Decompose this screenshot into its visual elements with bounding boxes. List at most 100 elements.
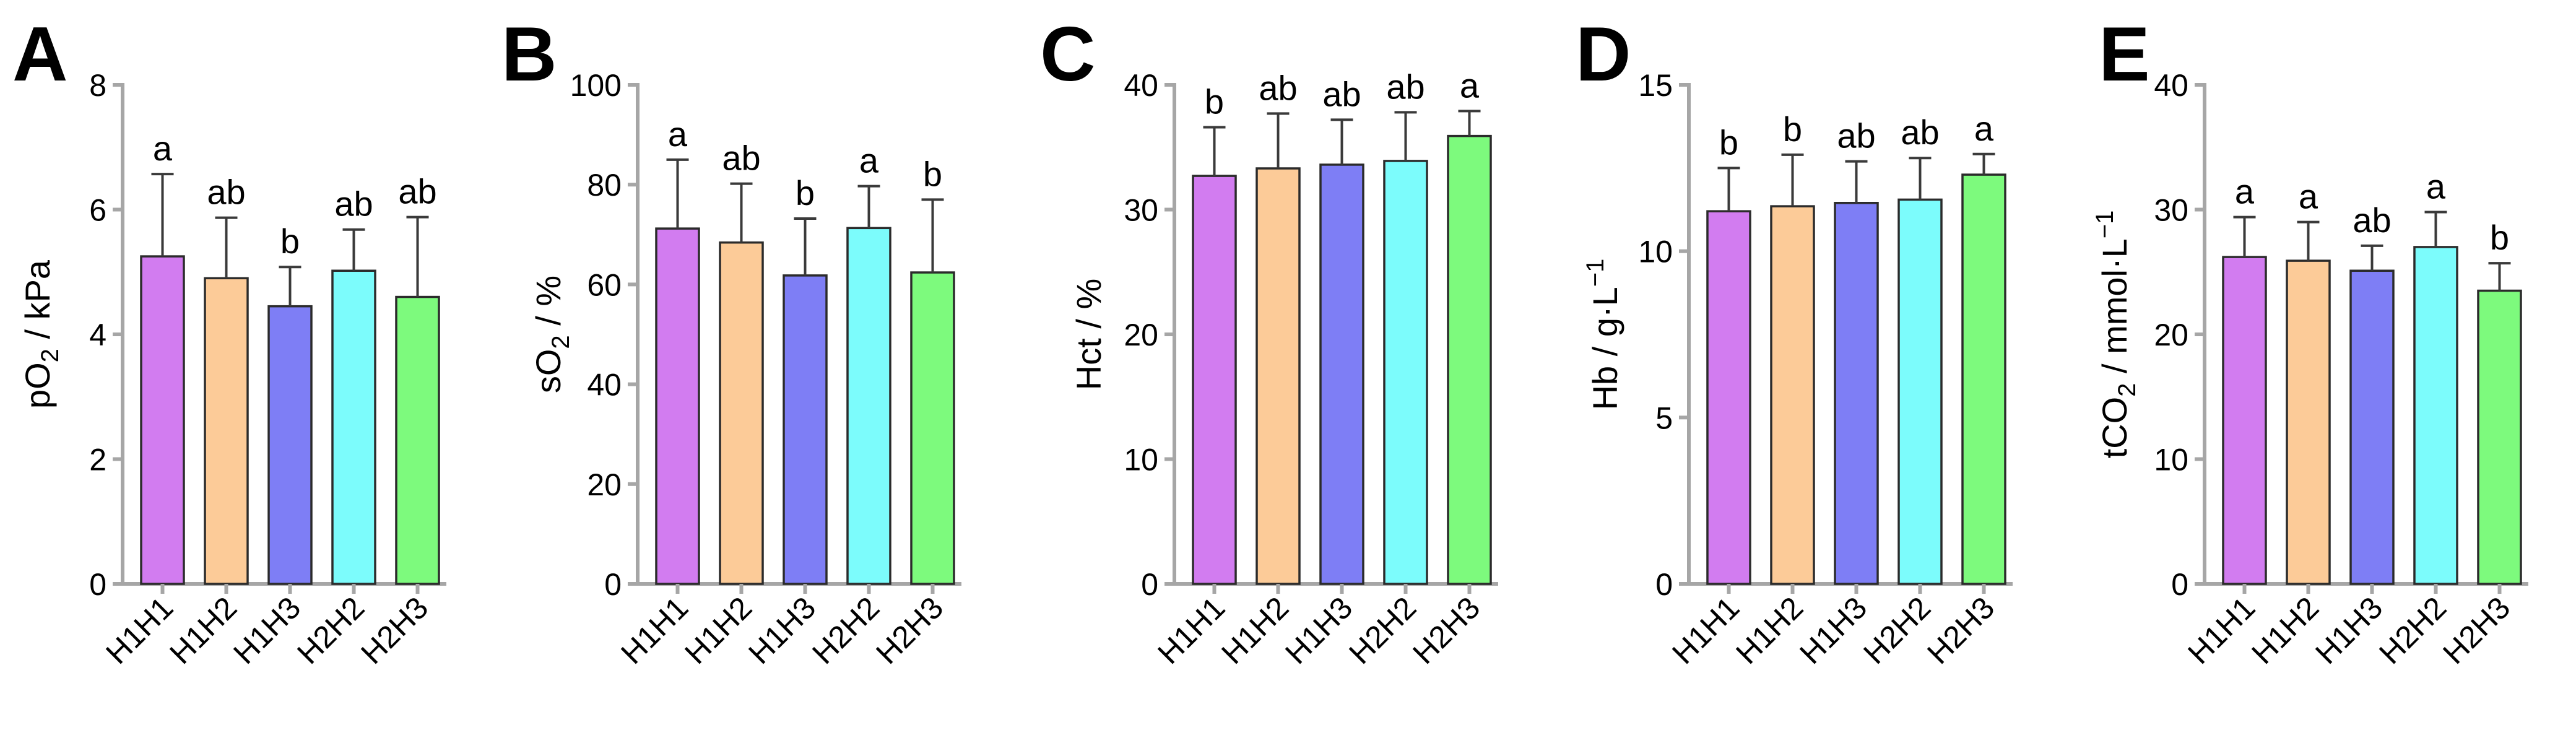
y-tick-label: 100 — [570, 68, 622, 103]
y-tick-label: 30 — [2154, 193, 2188, 228]
y-tick-label: 0 — [604, 567, 622, 602]
x-tick-label: H1H2 — [1729, 590, 1810, 671]
x-tick-label: H1H1 — [2181, 590, 2262, 671]
bar-h2h3 — [1447, 134, 1492, 585]
bar-h2h2 — [331, 269, 376, 585]
bar-h1h3 — [267, 305, 313, 585]
significance-letter: b — [2490, 218, 2509, 257]
significance-letter: a — [1460, 66, 1480, 105]
x-tick-label: H2H2 — [290, 590, 371, 671]
bar-h1h3 — [1834, 202, 1879, 585]
x-tick-label: H1H2 — [1215, 590, 1295, 671]
panel-letter: B — [501, 12, 557, 97]
x-tick-label: H1H1 — [1151, 590, 1231, 671]
x-tick-label: H1H3 — [227, 590, 307, 671]
x-tick-label: H1H3 — [1278, 590, 1359, 671]
y-tick-label: 10 — [1638, 235, 1673, 269]
y-tick-label: 20 — [2154, 318, 2188, 352]
x-tick-label: H1H2 — [2245, 590, 2325, 671]
x-tick-label: H1H1 — [614, 590, 695, 671]
y-tick-label: 2 — [89, 443, 106, 477]
y-tick-label: 40 — [2154, 68, 2188, 103]
y-axis-label: tCO2 / mmol·L−1 — [2091, 211, 2141, 459]
bar-h2h2 — [2413, 246, 2458, 585]
bar-h2h3 — [2477, 289, 2522, 585]
bar-h2h2 — [846, 227, 891, 585]
panel-c: C 0 10 20 30 40 Hct / % b H1H1 ab H1H2 ab H1H3 ab H2H2… — [1040, 12, 1498, 671]
y-tick-label: 40 — [587, 368, 622, 402]
panel-letter: C — [1040, 12, 1096, 97]
significance-letter: a — [1974, 109, 1994, 148]
panel-d: D 0 5 10 15 Hb / g·L−1 b H1H1 b H1H2 ab H1H3 ab H2H2 a… — [1576, 12, 2013, 671]
bar-h1h1 — [1706, 210, 1751, 585]
y-tick-label: 20 — [587, 467, 622, 502]
significance-letter: ab — [207, 173, 245, 212]
bar-h1h2 — [204, 277, 249, 585]
significance-letter: a — [668, 115, 688, 154]
x-tick-label: H2H3 — [1406, 590, 1486, 671]
y-axis-label-unit: / % — [529, 276, 568, 335]
significance-letter: b — [923, 154, 942, 193]
x-tick-label: H2H3 — [354, 590, 435, 671]
y-tick-label: 0 — [89, 567, 106, 602]
significance-letter: ab — [334, 185, 373, 224]
y-axis-label-main: pO — [18, 362, 57, 409]
significance-letter: ab — [1901, 113, 1939, 152]
y-tick-label: 40 — [1124, 68, 1158, 103]
y-axis-label: Hct / % — [1069, 279, 1108, 390]
bar-h2h3 — [910, 271, 955, 585]
y-axis-label-main: sO — [529, 349, 568, 394]
y-tick-label: 60 — [587, 267, 622, 302]
significance-letter: ab — [398, 172, 436, 211]
y-tick-label: 30 — [1124, 193, 1158, 228]
bar-h1h2 — [1255, 167, 1301, 585]
significance-letter: ab — [1259, 68, 1297, 107]
y-axis-label-superscript: −1 — [1582, 259, 1609, 287]
y-tick-label: 20 — [1124, 318, 1158, 352]
x-tick-label: H1H2 — [678, 590, 758, 671]
panel-letter: A — [12, 12, 68, 97]
x-tick-label: H1H3 — [1793, 590, 1873, 671]
x-tick-label: H1H3 — [742, 590, 822, 671]
panel-letter: D — [1576, 12, 1631, 97]
bar-h1h3 — [2349, 269, 2395, 585]
x-tick-label: H2H2 — [1342, 590, 1423, 671]
y-axis-label-main: Hct / % — [1069, 279, 1108, 390]
bar-h1h1 — [140, 255, 185, 585]
bar-h2h2 — [1383, 160, 1428, 585]
y-axis-label-superscript: −1 — [2091, 211, 2118, 239]
x-tick-label: H1H2 — [163, 590, 243, 671]
y-axis-label-main: tCO — [2095, 397, 2134, 459]
bar-h1h3 — [1319, 163, 1364, 585]
y-axis-label: pO2 / kPa — [18, 259, 64, 409]
y-axis-label-subscript: 2 — [37, 349, 64, 362]
x-tick-label: H2H2 — [2372, 590, 2453, 671]
y-axis-label-unit: / kPa — [18, 259, 57, 349]
y-axis-label: Hb / g·L−1 — [1582, 259, 1624, 411]
significance-letter: a — [153, 129, 173, 168]
x-tick-label: H2H2 — [1857, 590, 1937, 671]
x-tick-label: H1H3 — [2309, 590, 2389, 671]
significance-letter: b — [1719, 123, 1738, 162]
y-tick-label: 15 — [1638, 68, 1673, 103]
significance-letter: a — [2426, 167, 2446, 206]
y-tick-label: 4 — [89, 318, 106, 352]
significance-letter: ab — [1322, 74, 1361, 113]
y-axis-label-subscript: 2 — [2114, 383, 2141, 397]
significance-letter: b — [280, 222, 300, 261]
significance-letter: ab — [1386, 67, 1425, 106]
y-tick-label: 0 — [1655, 567, 1673, 602]
x-tick-label: H1H1 — [1665, 590, 1746, 671]
bar-h2h3 — [1961, 173, 2006, 585]
bar-h1h3 — [783, 274, 828, 585]
y-axis-label-main: Hb / g·L — [1585, 287, 1624, 410]
y-axis-label-unit: / mmol·L — [2095, 238, 2134, 383]
y-tick-label: 0 — [1141, 567, 1158, 602]
significance-letter: b — [1205, 82, 1224, 121]
significance-letter: ab — [722, 139, 760, 178]
significance-letter: a — [859, 141, 879, 180]
